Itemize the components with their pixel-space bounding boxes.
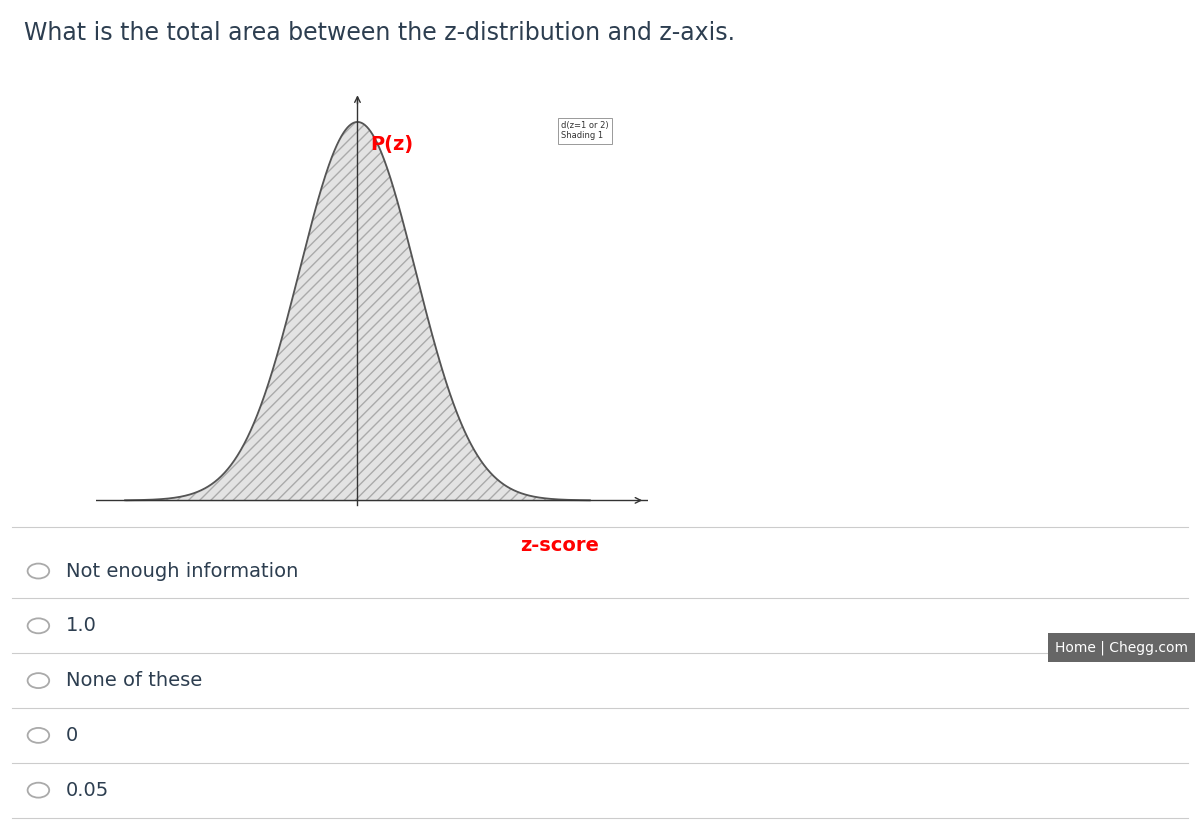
Text: What is the total area between the z-distribution and z-axis.: What is the total area between the z-dis…: [24, 21, 734, 45]
Text: z-score: z-score: [520, 536, 599, 555]
Text: P(z): P(z): [371, 135, 413, 154]
Text: 0: 0: [66, 726, 78, 745]
Text: 1.0: 1.0: [66, 617, 97, 635]
Text: None of these: None of these: [66, 671, 203, 690]
Text: 0.05: 0.05: [66, 781, 109, 799]
Text: Not enough information: Not enough information: [66, 562, 299, 580]
Text: d(z=1 or 2)
Shading 1: d(z=1 or 2) Shading 1: [560, 121, 608, 140]
Text: Home | Chegg.com: Home | Chegg.com: [1055, 640, 1188, 655]
